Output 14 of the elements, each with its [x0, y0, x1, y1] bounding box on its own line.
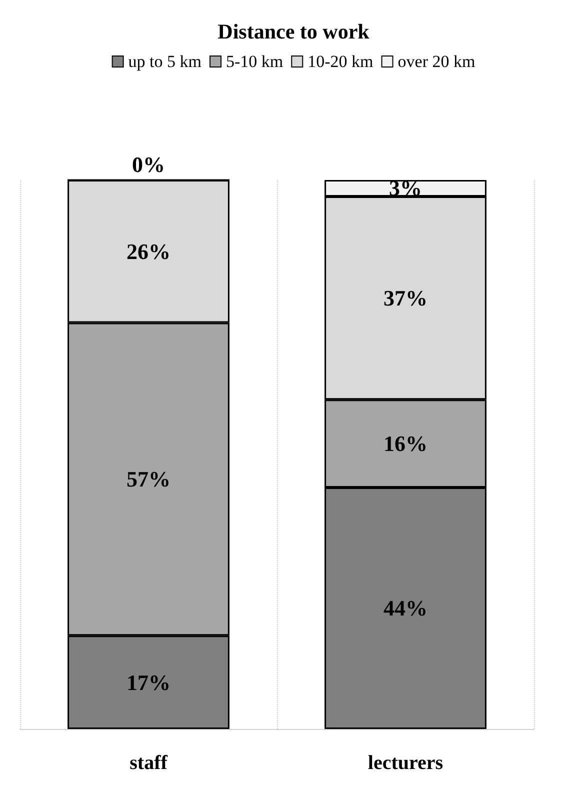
legend-label: over 20 km: [398, 52, 476, 71]
data-label: 17%: [126, 670, 170, 695]
data-label: 44%: [384, 596, 428, 621]
legend-label: 5-10 km: [226, 52, 284, 71]
data-label: 57%: [126, 466, 170, 492]
x-tick-label: lecturers: [368, 752, 444, 774]
data-label: 16%: [384, 431, 428, 456]
chart-title: Distance to work: [218, 20, 370, 44]
x-tick-label: staff: [130, 752, 168, 774]
legend-label: up to 5 km: [128, 52, 202, 71]
data-label: 37%: [384, 286, 428, 311]
data-label: 0%: [132, 152, 165, 177]
legend-label: 10-20 km: [308, 52, 374, 71]
data-label: 26%: [126, 238, 170, 264]
